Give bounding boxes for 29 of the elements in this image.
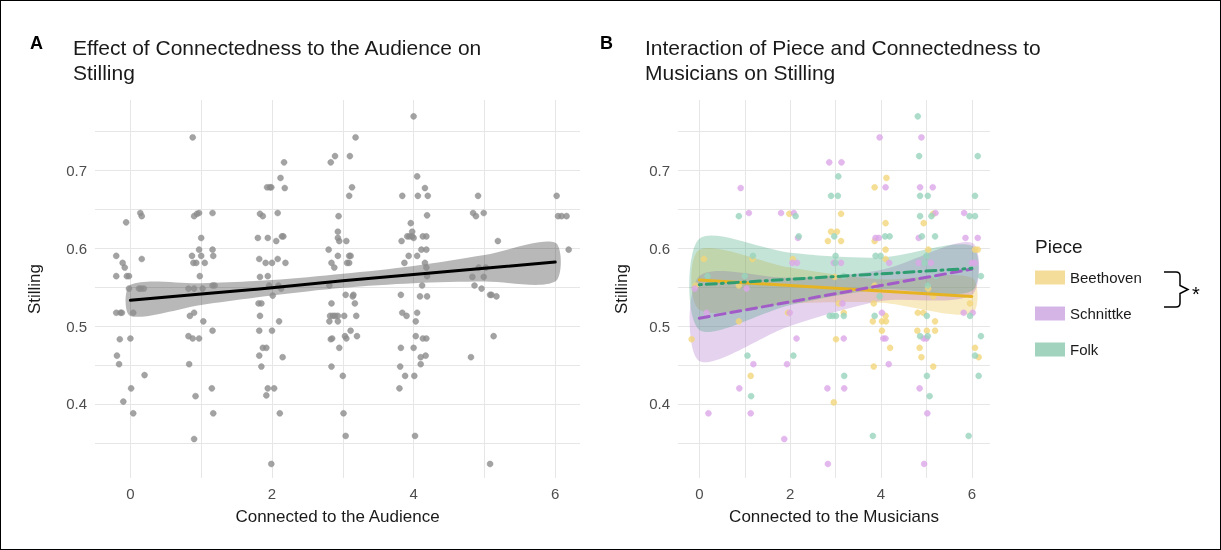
x-tick-label: 6 — [967, 485, 977, 502]
x-axis-title: Connected to the Audience — [235, 507, 440, 526]
x-tick-label: 2 — [267, 485, 277, 502]
y-axis-title: Stilling — [25, 263, 44, 315]
text: A — [30, 33, 43, 53]
y-tick-label: 0.6 — [66, 239, 87, 257]
x-tick-label: 4 — [409, 485, 418, 502]
text: B — [600, 33, 613, 53]
chart-title: Interaction of Piece and Connectedness to Musicians on Stilling — [645, 36, 1047, 84]
chart-title: Effect of Connectedness to the Audience on Stilling — [73, 36, 488, 84]
x-tick-label: 6 — [551, 485, 560, 502]
legend-label: Beethoven — [1070, 269, 1142, 286]
x-tick-label: 2 — [786, 485, 795, 502]
y-axis-title: Stilling — [612, 263, 631, 315]
legend-title: Piece — [1035, 236, 1083, 257]
text: * — [1192, 282, 1200, 305]
y-tick-label: 0.6 — [649, 239, 670, 257]
y-tick-label: 0.5 — [649, 317, 670, 335]
x-tick-label: 4 — [876, 485, 886, 502]
y-tick-label: 0.5 — [66, 317, 87, 335]
y-tick-label: 0.7 — [66, 161, 87, 179]
x-tick-label: 0 — [695, 485, 704, 502]
y-tick-label: 0.7 — [649, 161, 670, 179]
legend-label: Folk — [1070, 341, 1099, 358]
x-tick-label: 0 — [126, 485, 135, 502]
y-tick-label: 0.4 — [66, 395, 87, 413]
legend-label: Schnittke — [1070, 305, 1132, 322]
y-tick-label: 0.4 — [649, 395, 670, 413]
x-axis-title: Connected to the Musicians — [729, 507, 939, 526]
